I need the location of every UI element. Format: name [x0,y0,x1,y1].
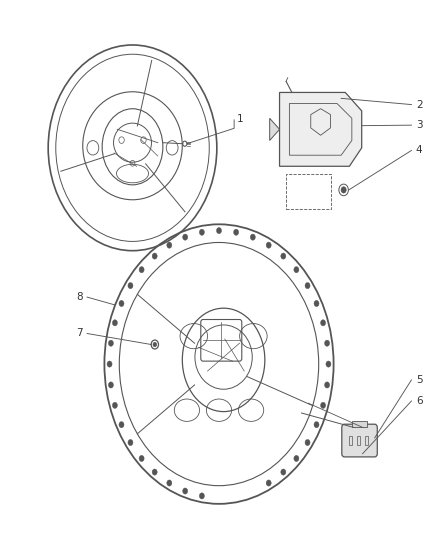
Circle shape [153,342,157,347]
Circle shape [250,234,255,240]
Circle shape [305,282,310,289]
Circle shape [183,141,187,146]
Circle shape [294,266,299,273]
Circle shape [314,301,319,306]
Circle shape [341,187,346,193]
Circle shape [216,228,222,233]
Circle shape [199,229,205,235]
Circle shape [294,455,299,462]
Circle shape [152,253,157,259]
Circle shape [305,440,310,446]
Circle shape [183,488,188,494]
Circle shape [128,282,133,289]
Circle shape [321,402,325,408]
Circle shape [314,422,319,428]
Circle shape [113,402,117,408]
Text: 6: 6 [416,396,422,406]
Circle shape [167,480,172,486]
Polygon shape [270,118,279,140]
Circle shape [325,382,330,388]
Text: 7: 7 [76,328,83,338]
Polygon shape [279,92,362,166]
Circle shape [119,422,124,428]
Text: 4: 4 [416,146,422,156]
Circle shape [108,382,113,388]
Circle shape [266,242,271,248]
Text: 1: 1 [237,114,243,124]
Circle shape [139,266,144,273]
Circle shape [321,320,325,326]
FancyBboxPatch shape [352,421,367,427]
FancyBboxPatch shape [342,424,377,457]
Text: 5: 5 [416,375,422,385]
Text: 2: 2 [416,100,422,110]
Text: 3: 3 [416,120,422,130]
Circle shape [325,340,330,346]
Circle shape [167,242,172,248]
Circle shape [199,493,205,499]
Circle shape [107,361,112,367]
Circle shape [233,229,239,235]
Text: 8: 8 [76,292,83,302]
Circle shape [108,340,113,346]
Circle shape [119,301,124,306]
Circle shape [139,455,144,462]
Circle shape [183,234,188,240]
Circle shape [113,320,117,326]
Circle shape [339,184,348,196]
Circle shape [326,361,331,367]
Circle shape [152,469,157,475]
Circle shape [151,340,159,349]
Circle shape [266,480,271,486]
Circle shape [281,469,286,475]
Circle shape [128,440,133,446]
Circle shape [281,253,286,259]
